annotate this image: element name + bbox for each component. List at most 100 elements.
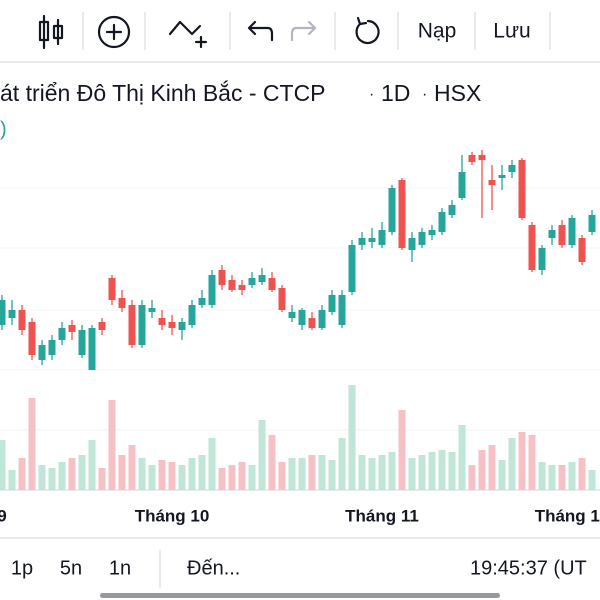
candle-body [178, 322, 186, 330]
reset-icon[interactable] [355, 16, 380, 45]
volume-bar [148, 465, 156, 490]
candle-body [488, 180, 496, 185]
volume-bar [568, 462, 576, 490]
indicator-icon[interactable] [168, 20, 208, 49]
volume-bar [318, 455, 326, 490]
toolbar: Nạp Lưu [0, 0, 600, 63]
volume-bar [388, 452, 396, 490]
candle-body [588, 215, 596, 232]
volume-bar [358, 455, 366, 490]
candle-body [388, 188, 396, 232]
clock: 19:45:37 (UT [470, 557, 587, 579]
volume-bar [58, 462, 66, 490]
exchange: HSX [434, 80, 481, 106]
header: át triển Đô Thị Kinh Bắc - CTCP · 1D · H… [0, 80, 481, 140]
candle-body [128, 305, 136, 345]
candle-body [478, 155, 486, 160]
plot [0, 150, 596, 490]
candle-body [358, 238, 366, 245]
candle-body [298, 310, 306, 325]
candle-body [68, 325, 76, 332]
volume-bar [188, 458, 196, 490]
candle-body [18, 310, 26, 330]
range-button[interactable]: 1n [109, 557, 131, 579]
volume-bar [548, 465, 556, 490]
candle-body [188, 305, 196, 325]
volume-bar [528, 435, 536, 490]
volume-bar [228, 465, 236, 490]
candle-body [8, 310, 16, 318]
candle-body [108, 278, 116, 300]
range-button[interactable]: 1p [11, 557, 33, 579]
candle-body [278, 288, 286, 310]
range-button[interactable]: 5n [60, 557, 82, 579]
volume-bar [328, 460, 336, 490]
candle-body [308, 318, 316, 328]
volume-bar [168, 462, 176, 490]
volume-bar [248, 465, 256, 490]
dot: · [422, 86, 427, 103]
candle-body [458, 172, 466, 198]
volume-bar [378, 455, 386, 490]
candle-body [198, 298, 206, 305]
volume-bar [198, 455, 206, 490]
redo-icon[interactable] [290, 20, 317, 42]
volume-bar [98, 468, 106, 490]
volume-bar [398, 410, 406, 490]
x-tick-label: Tháng 12 [535, 506, 600, 525]
candle-body [448, 205, 456, 215]
candle-body [398, 180, 406, 248]
candle-body [28, 322, 36, 355]
candle-body [148, 308, 156, 312]
candle-body [348, 245, 356, 292]
candle-body [88, 328, 96, 370]
volume-bar [38, 465, 46, 490]
volume-bar [438, 450, 446, 490]
volume-bar [18, 458, 26, 490]
volume-bar [288, 458, 296, 490]
volume-bar [298, 458, 306, 490]
volume-bar [368, 458, 376, 490]
candle-body [498, 175, 506, 178]
volume-bar [418, 455, 426, 490]
candle-body [328, 295, 336, 312]
volume-bar [0, 440, 6, 490]
volume-bar [408, 458, 416, 490]
interval: 1D [381, 80, 410, 106]
save-button[interactable]: Lưu [493, 20, 530, 43]
volume-bar [268, 435, 276, 490]
candle-icon[interactable] [38, 14, 64, 50]
candle-body [158, 318, 166, 325]
volume-bar [588, 470, 596, 490]
scrollbar [100, 593, 500, 598]
volume-bar [88, 440, 96, 490]
volume-bar [68, 458, 76, 490]
candle-body [378, 230, 386, 245]
volume-bar [258, 420, 266, 490]
candle-body [508, 165, 516, 172]
candle-body [268, 278, 276, 290]
candle-body [138, 305, 146, 345]
volume-bar [158, 460, 166, 490]
volume-bar [468, 465, 476, 490]
volume-bar [138, 458, 146, 490]
load-button[interactable]: Nạp [418, 20, 457, 43]
candle-body [168, 322, 176, 328]
candle-body [78, 330, 86, 355]
candle-body [548, 230, 556, 238]
candle-body [428, 230, 436, 235]
volume-bar [118, 455, 126, 490]
volume-bar [278, 462, 286, 490]
candle-body [208, 275, 216, 305]
volume-bar [478, 450, 486, 490]
volume-bar [178, 465, 186, 490]
undo-icon[interactable] [247, 20, 274, 42]
candle-body [238, 285, 246, 290]
volume-bar [78, 455, 86, 490]
volume-bar [348, 385, 356, 490]
volume-bar [508, 438, 516, 490]
goto-date[interactable]: Đến... [187, 557, 240, 579]
volume-bar [448, 452, 456, 490]
add-icon[interactable] [97, 15, 131, 49]
volume-bar [208, 438, 216, 490]
